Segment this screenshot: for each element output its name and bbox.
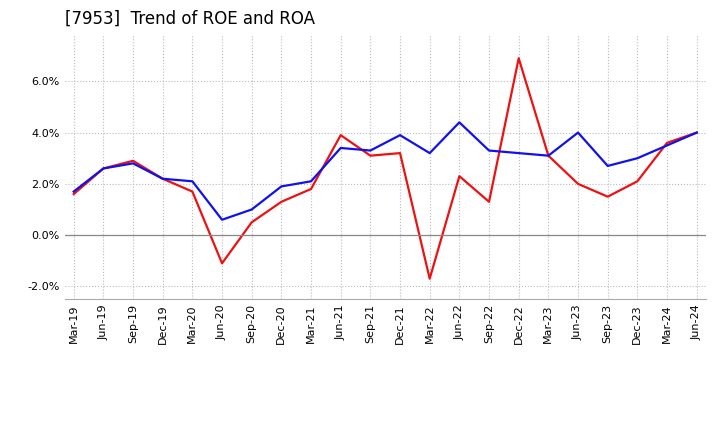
ROA [366,148,374,153]
ROA [693,130,701,135]
ROE [336,132,345,138]
ROA [662,143,671,148]
ROE [544,153,553,158]
Line: ROE: ROE [73,58,697,279]
ROA [603,163,612,169]
Line: ROA: ROA [73,122,697,220]
ROE [99,166,108,171]
ROA [188,179,197,184]
ROE [455,173,464,179]
ROA [217,217,226,222]
ROA [307,179,315,184]
ROA [544,153,553,158]
ROE [366,153,374,158]
ROA [69,189,78,194]
ROA [277,184,286,189]
ROA [99,166,108,171]
ROE [693,130,701,135]
ROE [188,189,197,194]
ROA [574,130,582,135]
ROE [396,150,405,156]
ROA [455,120,464,125]
ROE [603,194,612,199]
ROA [633,156,642,161]
ROA [129,161,138,166]
ROA [485,148,493,153]
ROA [514,150,523,156]
ROA [158,176,167,181]
ROE [514,55,523,61]
ROE [485,199,493,205]
ROE [574,181,582,187]
ROA [248,207,256,212]
ROA [396,132,405,138]
ROE [129,158,138,163]
Text: [7953]  Trend of ROE and ROA: [7953] Trend of ROE and ROA [65,10,315,28]
ROE [633,179,642,184]
ROE [277,199,286,205]
ROE [307,187,315,192]
ROE [69,191,78,197]
ROE [217,260,226,266]
ROA [426,150,434,156]
ROE [158,176,167,181]
ROE [662,140,671,146]
ROE [426,276,434,281]
ROE [248,220,256,225]
ROA [336,145,345,150]
